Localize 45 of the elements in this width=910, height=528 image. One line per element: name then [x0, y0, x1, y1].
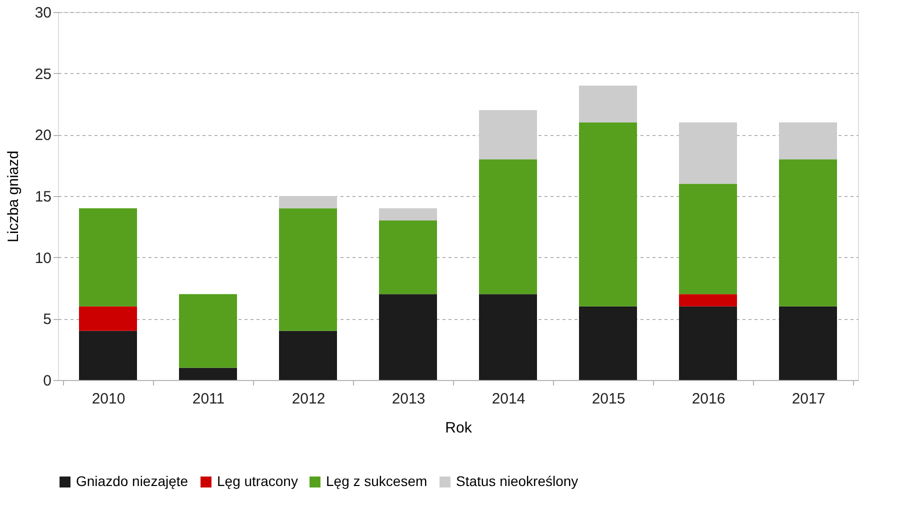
bar	[779, 122, 837, 160]
bar	[479, 110, 537, 160]
y-tick-label: 30	[34, 4, 52, 22]
bar	[279, 196, 337, 208]
bar	[579, 86, 637, 122]
y-tick-label: 5	[43, 311, 52, 328]
x-tick-label: 2010	[92, 390, 126, 408]
y-tick-label: 10	[34, 250, 52, 267]
y-tick-label: 25	[34, 66, 52, 83]
y-tick-label: 15	[34, 188, 52, 206]
bar	[679, 122, 737, 184]
bar	[79, 208, 137, 306]
x-axis-title: Rok	[445, 420, 472, 436]
legend-label: Lęg utracony	[217, 473, 298, 489]
legend-label: Lęg z sukcesem	[326, 473, 428, 489]
x-tick-label: 2012	[292, 390, 326, 408]
bar	[679, 294, 737, 306]
y-tick-label: 20	[34, 127, 52, 144]
x-tick-label: 2013	[392, 390, 426, 408]
bar	[579, 306, 637, 380]
bar	[379, 208, 437, 221]
bar	[779, 159, 837, 306]
bar	[379, 220, 437, 294]
x-tick-label: 2017	[792, 390, 826, 408]
bar	[779, 306, 837, 380]
bar	[679, 184, 737, 294]
x-tick-label: 2016	[692, 390, 726, 408]
y-axis-title: Liczba gniazd	[4, 150, 22, 242]
bar	[279, 330, 337, 380]
bar	[679, 306, 737, 380]
bar	[179, 294, 237, 368]
bar	[479, 294, 537, 380]
bar	[179, 368, 237, 380]
bar	[79, 330, 137, 380]
legend-label: Gniazdo niezajęte	[76, 473, 188, 489]
x-tick-label: 2011	[192, 390, 225, 408]
x-tick-label: 2015	[592, 390, 626, 408]
bar	[579, 122, 637, 306]
bar	[79, 306, 137, 331]
legend-label: Status nieokreślony	[456, 473, 578, 489]
bar	[479, 159, 537, 294]
y-tick-label: 0	[43, 372, 52, 390]
bar	[279, 208, 337, 331]
x-tick-label: 2014	[492, 390, 526, 408]
bar	[379, 294, 437, 380]
